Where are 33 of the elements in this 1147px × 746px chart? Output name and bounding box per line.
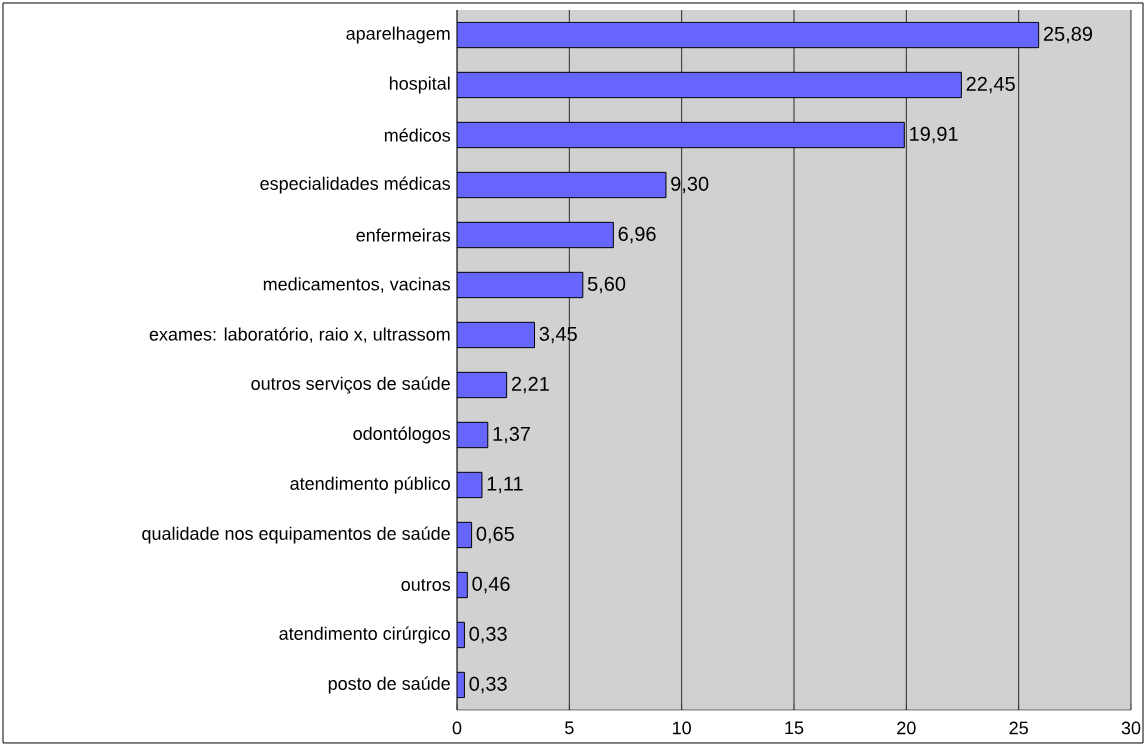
- data-label: 22,45: [966, 76, 1015, 94]
- y-tick-label: enfermeiras: [356, 228, 451, 242]
- data-label: 2,21: [511, 376, 549, 394]
- data-label: 6,96: [618, 226, 656, 244]
- y-tick-label: outros: [401, 579, 451, 591]
- data-label: 0,65: [476, 526, 514, 544]
- y-tick-label: atendimento público: [290, 476, 450, 494]
- data-label: 5,60: [587, 276, 626, 294]
- y-tick-label: hospital: [389, 76, 450, 94]
- data-label: 0,33: [469, 626, 507, 644]
- x-tick-label: 25: [1009, 721, 1028, 735]
- x-tick-label: 10: [673, 721, 691, 735]
- data-label: 0,33: [469, 676, 507, 694]
- y-tick-label: exames: laboratório, raio x, ultrassom: [149, 327, 450, 343]
- data-label: 1,37: [493, 426, 530, 444]
- x-tick-label: 20: [897, 721, 916, 735]
- y-tick-label: medicamentos, vacinas: [263, 277, 451, 293]
- data-label: 19,91: [910, 126, 958, 144]
- y-tick-label: médicos: [384, 128, 451, 142]
- x-tick-label: 30: [1121, 721, 1141, 735]
- y-tick-label: aparelhagem: [346, 26, 450, 44]
- y-tick-label: posto de saúde: [328, 676, 450, 694]
- data-label: 25,89: [1043, 26, 1093, 44]
- x-tick-label: 0: [452, 721, 462, 735]
- y-tick-label: qualidade nos equipamentos de saúde: [142, 526, 450, 544]
- data-label: 0,46: [472, 576, 510, 594]
- y-tick-label: especialidades médicas: [260, 176, 451, 194]
- x-tick-label: 15: [785, 721, 804, 735]
- data-label: 1,11: [487, 476, 523, 494]
- x-tick-label: 5: [565, 721, 574, 735]
- y-tick-label: outros serviços de saúde: [251, 376, 450, 394]
- y-tick-label: odontólogos: [353, 426, 451, 444]
- y-tick-label: atendimento cirúrgico: [279, 626, 450, 644]
